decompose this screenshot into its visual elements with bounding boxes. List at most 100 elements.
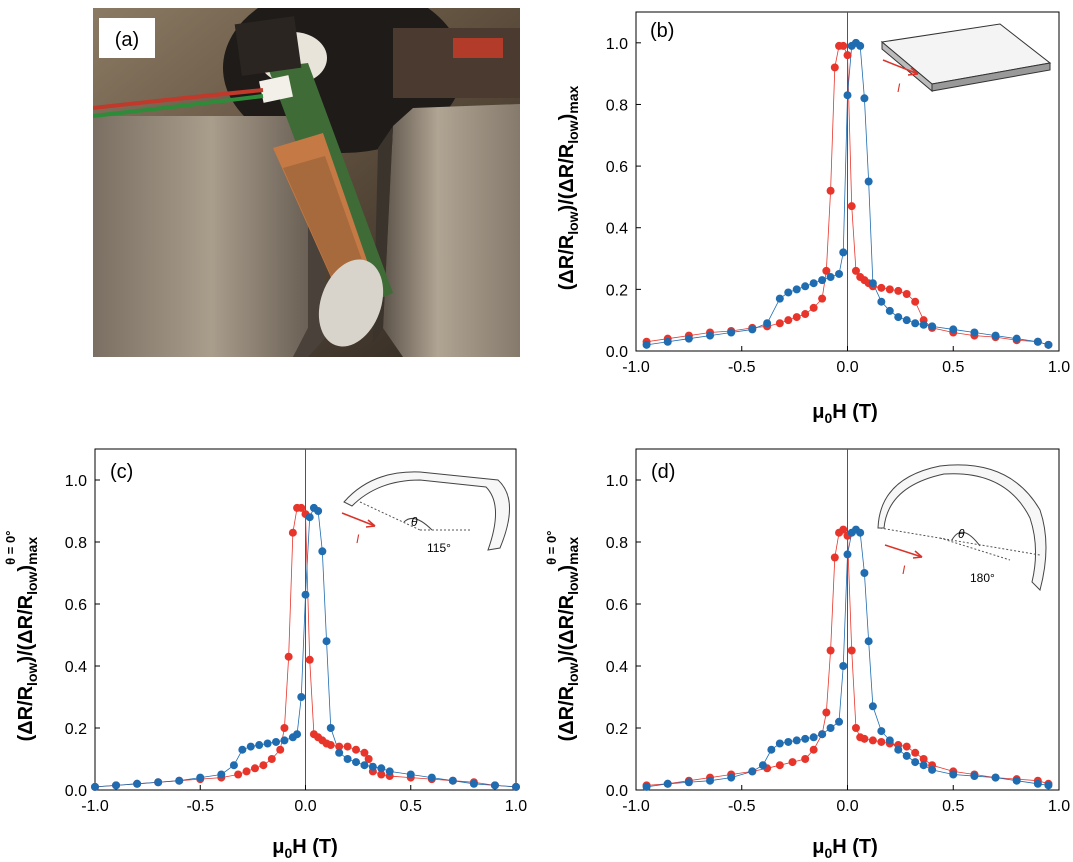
blue-data-point-b: [864, 177, 873, 186]
x-tick-label-d: 0.5: [942, 798, 964, 815]
blue-data-point-c: [448, 776, 457, 785]
red-data-point-c: [242, 767, 251, 776]
blue-data-point-d: [949, 770, 958, 779]
angle-label-d: 180°: [970, 571, 995, 585]
y-tick-label-d: 0.0: [606, 783, 628, 800]
y-tick-label-d: 0.4: [606, 659, 628, 676]
ticks-c: -1.0 -0.5 0.0 0.5 1.0 0.0 0.2 0.4 0.6 0.8 1.0: [65, 473, 527, 815]
y-tick-label-b: 0.4: [606, 221, 628, 238]
red-data-point-d: [801, 755, 810, 763]
angle-label-c: 115°: [427, 541, 451, 555]
blue-data-point-b: [706, 331, 715, 340]
red-data-point-d: [868, 736, 877, 745]
blue-data-point-c: [280, 736, 289, 745]
blue-data-point-b: [839, 248, 848, 257]
blue-data-point-d: [885, 736, 894, 745]
x-tick-label-c: 1.0: [505, 798, 527, 815]
y-tick-label-c: 1.0: [65, 473, 87, 490]
red-data-point-b: [851, 266, 860, 275]
inset-flat-film: I: [880, 23, 1052, 95]
blue-data-point-d: [1012, 776, 1021, 785]
red-data-point-c: [352, 745, 361, 754]
blue-data-point-c: [368, 762, 377, 771]
panel-label-d: (d): [651, 461, 675, 483]
blue-data-point-d: [826, 724, 835, 732]
red-data-point-d: [911, 748, 920, 757]
blue-data-point-c: [133, 779, 142, 788]
x-tick-label-b: 0.5: [942, 359, 964, 376]
x-tick-label-d: -1.0: [622, 798, 650, 815]
blue-data-point-c: [385, 767, 394, 776]
blue-data-point-b: [902, 316, 911, 325]
red-data-point-d: [830, 553, 839, 562]
blue-data-point-c: [305, 513, 314, 522]
blue-data-point-c: [175, 776, 184, 785]
red-data-point-d: [822, 708, 831, 717]
blue-data-point-d: [902, 751, 911, 760]
blue-data-point-b: [911, 319, 920, 328]
sample-photo: (a): [93, 8, 520, 357]
x-tick-label-c: -1.0: [81, 798, 109, 815]
panel-label-b: (b): [650, 20, 674, 42]
x-tick-label-d: 0.0: [836, 798, 858, 815]
blue-data-point-c: [91, 782, 99, 791]
red-data-point-b: [902, 289, 911, 298]
x-tick-label-c: 0.5: [400, 798, 422, 815]
blue-data-point-d: [991, 773, 1000, 782]
blue-data-point-b: [919, 320, 928, 329]
series-points-c: [91, 503, 520, 791]
y-tick-label-c: 0.2: [65, 721, 87, 738]
blue-data-point-d: [928, 765, 937, 774]
series-points-b: [642, 38, 1053, 349]
blue-data-point-c: [352, 758, 361, 767]
red-data-point-b: [830, 63, 839, 72]
red-data-point-b: [911, 297, 920, 306]
blue-data-point-b: [684, 334, 693, 343]
red-data-point-c: [343, 742, 352, 751]
sample-photo-drawing: (a): [93, 8, 520, 357]
chart-panel-b: -1.0 -0.5 0.0 0.5 1.00.00.20.40.60.81.0 (b) …: [556, 11, 1070, 426]
blue-data-point-b: [928, 322, 937, 331]
x-axis-title-d: μ0H (T): [812, 836, 878, 861]
blue-data-point-b: [784, 288, 793, 297]
red-data-point-d: [919, 755, 928, 763]
y-axis-title-c: (ΔR/Rlow)/(ΔR/Rlow)maxθ = 0°: [3, 531, 40, 742]
red-data-point-c: [250, 764, 259, 773]
red-data-point-b: [822, 266, 831, 275]
blue-data-point-d: [868, 702, 877, 711]
blue-data-point-d: [684, 778, 693, 787]
y-tick-label-c: 0.0: [65, 783, 87, 800]
x-tick-label-b: -0.5: [728, 359, 756, 376]
red-data-point-c: [234, 770, 243, 779]
blue-data-point-d: [843, 550, 852, 559]
red-data-point-c: [335, 742, 344, 751]
blue-data-point-b: [860, 94, 869, 103]
y-tick-label-c: 0.6: [65, 597, 87, 614]
blue-data-point-c: [297, 693, 306, 701]
blue-data-point-c: [406, 770, 415, 779]
y-tick-label-d: 0.8: [606, 535, 628, 552]
y-tick-label-b: 0.6: [606, 159, 628, 176]
red-data-point-c: [305, 655, 314, 664]
red-data-point-d: [902, 742, 911, 751]
blue-data-point-b: [1044, 340, 1053, 349]
red-data-point-b: [809, 303, 818, 312]
blue-data-point-d: [856, 528, 865, 537]
red-data-point-c: [364, 755, 373, 763]
blue-data-point-d: [1044, 781, 1053, 790]
blue-data-point-d: [877, 727, 886, 736]
blue-data-point-b: [843, 91, 852, 100]
blue-data-point-b: [885, 306, 894, 315]
red-data-point-b: [843, 51, 852, 60]
blue-data-point-d: [801, 734, 810, 743]
y-tick-label-d: 1.0: [606, 473, 628, 490]
blue-data-point-b: [642, 340, 651, 349]
blue-data-point-d: [839, 662, 848, 670]
blue-data-point-c: [326, 724, 335, 732]
x-tick-label-d: 1.0: [1048, 798, 1070, 815]
red-data-point-b: [847, 202, 856, 211]
x-tick-label-b: 0.0: [836, 359, 858, 376]
ticks-b: -1.0 -0.5 0.0 0.5 1.0 0.0 0.2 0.4 0.6 0.8 1.0: [606, 36, 1070, 376]
blue-data-point-c: [293, 730, 302, 739]
blue-data-point-b: [792, 285, 801, 294]
